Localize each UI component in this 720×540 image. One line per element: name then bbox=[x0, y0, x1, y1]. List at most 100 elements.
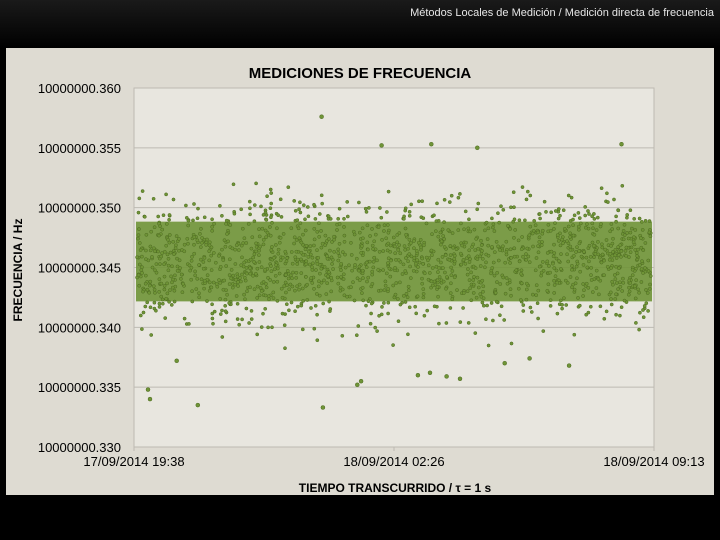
measurement-dot bbox=[282, 323, 287, 328]
measurement-dot bbox=[136, 210, 141, 215]
measurement-dot bbox=[468, 229, 473, 234]
measurement-dot bbox=[352, 298, 357, 303]
measurement-dot bbox=[436, 270, 440, 274]
measurement-dot bbox=[539, 270, 544, 275]
measurement-dot bbox=[496, 211, 500, 216]
measurement-dot bbox=[637, 216, 642, 221]
measurement-dot bbox=[412, 256, 417, 260]
measurement-dot bbox=[182, 242, 187, 247]
measurement-dot bbox=[252, 219, 257, 224]
measurement-dot bbox=[298, 210, 303, 215]
measurement-dot bbox=[370, 282, 375, 286]
outlier-point bbox=[355, 382, 360, 388]
measurement-dot bbox=[420, 199, 425, 204]
measurement-dot bbox=[597, 255, 602, 260]
measurement-dot bbox=[140, 189, 145, 193]
measurement-dot bbox=[192, 242, 196, 247]
measurement-dot bbox=[442, 197, 447, 202]
measurement-dot bbox=[353, 263, 357, 267]
measurement-dot bbox=[552, 291, 557, 295]
measurement-dot bbox=[281, 232, 286, 236]
measurement-dot bbox=[583, 225, 588, 230]
measurement-dot bbox=[407, 252, 412, 256]
measurement-dot bbox=[141, 289, 145, 294]
measurement-dot bbox=[490, 245, 494, 249]
measurement-dot bbox=[294, 275, 299, 280]
measurement-dot bbox=[458, 251, 463, 256]
measurement-dot bbox=[308, 252, 313, 257]
measurement-dot bbox=[490, 266, 495, 270]
measurement-dot bbox=[267, 297, 271, 302]
measurement-dot bbox=[266, 325, 270, 330]
measurement-dot bbox=[223, 319, 228, 324]
measurement-dot bbox=[263, 210, 268, 215]
measurement-dot bbox=[471, 282, 476, 287]
measurement-dot bbox=[180, 290, 185, 295]
measurement-dot bbox=[145, 287, 150, 292]
measurement-dot bbox=[625, 231, 630, 235]
measurement-dot bbox=[498, 313, 502, 318]
measurement-dot bbox=[577, 241, 582, 246]
measurement-dot bbox=[421, 287, 426, 291]
measurement-dot bbox=[312, 202, 316, 207]
measurement-dot bbox=[349, 240, 353, 245]
measurement-dot bbox=[319, 193, 324, 198]
measurement-dot bbox=[562, 226, 567, 231]
measurement-dot bbox=[445, 275, 449, 279]
measurement-dot bbox=[275, 266, 280, 271]
measurement-dot bbox=[198, 231, 202, 236]
measurement-dot bbox=[137, 227, 141, 231]
measurement-dot bbox=[247, 321, 251, 325]
measurement-dot bbox=[229, 268, 234, 272]
measurement-dot bbox=[599, 222, 603, 226]
measurement-dot bbox=[368, 234, 372, 238]
measurement-dot bbox=[406, 284, 411, 289]
measurement-dot bbox=[480, 278, 485, 283]
measurement-dot bbox=[274, 263, 278, 267]
measurement-dot bbox=[403, 208, 408, 213]
measurement-dot bbox=[283, 280, 288, 285]
measurement-dot bbox=[171, 197, 176, 202]
measurement-dot bbox=[319, 245, 324, 250]
measurement-dot bbox=[465, 289, 470, 294]
measurement-dot bbox=[491, 222, 496, 227]
x-tick-labels: 17/09/2014 19:38 18/09/2014 02:26 18/09/20… bbox=[83, 454, 704, 469]
measurement-dot bbox=[270, 245, 274, 249]
measurement-dot bbox=[375, 258, 379, 263]
measurement-dot bbox=[339, 275, 343, 279]
measurement-dot bbox=[634, 321, 638, 325]
measurement-dot bbox=[533, 268, 538, 273]
measurement-dot bbox=[554, 268, 559, 273]
measurement-dot bbox=[489, 301, 494, 305]
measurement-dot bbox=[368, 321, 373, 326]
measurement-dot bbox=[280, 295, 285, 300]
measurement-dot bbox=[209, 268, 214, 272]
measurement-dot bbox=[516, 238, 521, 243]
outlier-point bbox=[415, 372, 421, 378]
measurement-dot bbox=[371, 265, 376, 270]
measurement-dot bbox=[555, 233, 560, 237]
measurement-dot bbox=[570, 263, 574, 268]
measurement-dot bbox=[357, 200, 361, 205]
measurement-dot bbox=[223, 297, 228, 302]
measurement-dot bbox=[298, 221, 303, 225]
measurement-dot bbox=[473, 331, 478, 335]
measurement-dot bbox=[613, 277, 618, 281]
outlier-point bbox=[527, 356, 532, 361]
measurement-dot bbox=[140, 265, 144, 270]
measurement-dot bbox=[154, 308, 158, 313]
measurement-dot bbox=[525, 246, 530, 251]
measurement-dot bbox=[539, 273, 544, 278]
measurement-dot bbox=[493, 290, 498, 295]
measurement-dot bbox=[633, 284, 637, 289]
measurement-dot bbox=[603, 247, 608, 252]
measurement-dot bbox=[570, 267, 574, 272]
measurement-dot bbox=[517, 259, 522, 264]
measurement-dot bbox=[378, 206, 382, 210]
measurement-dot bbox=[383, 279, 388, 284]
measurement-dot bbox=[157, 289, 162, 294]
measurement-dot bbox=[436, 234, 441, 239]
measurement-dot bbox=[466, 321, 471, 325]
measurement-dot bbox=[496, 244, 500, 249]
measurement-dot bbox=[429, 279, 434, 284]
